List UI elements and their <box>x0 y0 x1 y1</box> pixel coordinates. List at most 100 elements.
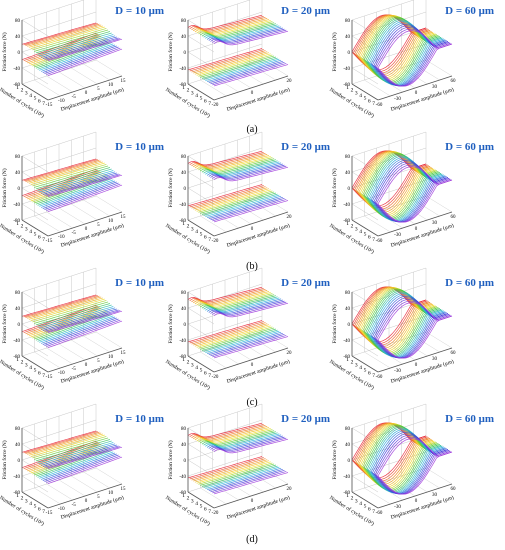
surface-curve <box>194 324 269 347</box>
y-tick-label: 4 <box>29 229 32 235</box>
surface-curve <box>28 433 103 456</box>
y-tick-label: 3 <box>355 226 358 232</box>
surface-curve <box>372 312 447 359</box>
surface-curve <box>37 178 112 206</box>
z-tick-label: 40 <box>181 307 187 312</box>
z-tick-label: 40 <box>15 35 21 40</box>
x-tick-label: -60 <box>376 239 383 244</box>
x-tick-label: 0 <box>85 227 88 232</box>
y-tick-label: 7 <box>42 101 45 107</box>
y-tick-label: 3 <box>25 498 28 504</box>
surface-curve <box>210 197 285 221</box>
z-tick-label: 80 <box>181 155 187 160</box>
x-tick-label: -20 <box>212 511 219 516</box>
surface-curve <box>187 456 263 479</box>
y-tick-label: 7 <box>372 237 375 243</box>
x-tick-label: -30 <box>394 369 401 374</box>
grid-line <box>34 487 61 505</box>
surface-curve <box>42 317 117 345</box>
grid-line <box>187 307 215 325</box>
tick-labels: 80 40 0 -40 -801 2 3 4 5 6 7 -20 0 20 <box>179 155 292 244</box>
surface-curve <box>201 464 276 487</box>
z-tick-label: 80 <box>181 427 187 432</box>
surface-curve <box>21 430 97 453</box>
surface-curves <box>21 158 123 213</box>
surface-curve <box>28 173 104 201</box>
x-tick-label: 0 <box>415 91 418 96</box>
y-tick-label: 6 <box>38 370 41 376</box>
z-tick-label: -40 <box>13 475 20 480</box>
tick-labels: 80 40 0 -40 -801 2 3 4 5 6 7 -60 -30 0 30 60 <box>343 427 456 516</box>
z-tick-label: 40 <box>181 443 187 448</box>
y-tick-label: 1 <box>346 493 349 499</box>
surface-curve <box>213 336 289 359</box>
surface-curve <box>27 307 102 336</box>
grid-line <box>364 487 391 505</box>
surface-curves <box>351 14 453 87</box>
x-tick-label: 10 <box>108 219 114 224</box>
surface-curve <box>376 450 451 495</box>
grid-line <box>425 331 453 349</box>
z-tick-label: -80 <box>13 83 20 88</box>
surface-curve <box>212 335 287 358</box>
z-tick-label: 40 <box>345 171 351 176</box>
z-tick-label: -80 <box>343 83 350 88</box>
grid-line <box>401 475 428 493</box>
y-tick-label: 1 <box>182 221 185 227</box>
surface-curve <box>39 179 114 207</box>
y-tick-label: 3 <box>191 90 194 96</box>
grid-line <box>364 79 391 97</box>
surface-curve <box>205 466 280 489</box>
z-tick-label: 40 <box>15 443 21 448</box>
x-tick-label: -15 <box>46 103 53 108</box>
surface-curve <box>213 30 289 46</box>
surface-curve <box>187 320 263 343</box>
surface-curve <box>213 166 289 182</box>
surface-curve <box>46 455 121 483</box>
grid-line <box>46 75 73 93</box>
grid-line <box>34 351 61 369</box>
surface-curve <box>189 185 264 208</box>
grid-line <box>21 67 49 85</box>
y-tick-label: 6 <box>204 506 207 512</box>
surface-curve <box>200 55 275 78</box>
x-tick-label: 0 <box>85 363 88 368</box>
grid-line <box>58 207 86 225</box>
x-tick-label: -5 <box>72 367 77 372</box>
z-tick-label: -40 <box>343 67 350 72</box>
grid-line <box>425 59 453 77</box>
chart-title: D = 20 μm <box>281 141 330 153</box>
grid-line <box>46 347 73 365</box>
y-axis-line <box>187 355 215 373</box>
surface-curve <box>46 310 121 333</box>
y-axis-line <box>351 219 379 237</box>
y-tick-label: 4 <box>359 365 362 371</box>
x-tick-label: 5 <box>97 87 100 92</box>
x-tick-label: -20 <box>212 103 219 108</box>
z-tick-label: 0 <box>18 323 21 328</box>
chart-title: D = 60 μm <box>445 141 494 153</box>
y-axis-line <box>21 491 49 509</box>
axes <box>187 428 289 509</box>
x-tick-label: -5 <box>72 503 77 508</box>
x-tick-label: 20 <box>287 215 293 220</box>
y-tick-label: 7 <box>208 237 211 243</box>
surface-curve <box>40 307 116 330</box>
grid-line <box>401 67 428 85</box>
grid-line <box>224 207 252 225</box>
surface-curve <box>39 43 114 71</box>
y-tick-label: 6 <box>204 370 207 376</box>
surface-curve <box>377 451 453 495</box>
surface-curve <box>35 167 110 190</box>
chart-title: D = 60 μm <box>445 277 494 289</box>
surface-plot: 80 40 0 -40 -801 2 3 4 5 6 7 -20 0 20 Friction force (… <box>164 403 330 527</box>
surface-plot: 80 40 0 -40 -801 2 3 4 5 6 7 -60 -30 0 30 60 Friction fo… <box>328 131 494 255</box>
surface-curve <box>193 51 268 74</box>
z-tick-label: -80 <box>343 219 350 224</box>
surface-curve <box>377 179 453 223</box>
surface-curve <box>377 315 453 359</box>
surface-curve <box>213 472 289 495</box>
x-tick-label: -5 <box>72 231 77 236</box>
